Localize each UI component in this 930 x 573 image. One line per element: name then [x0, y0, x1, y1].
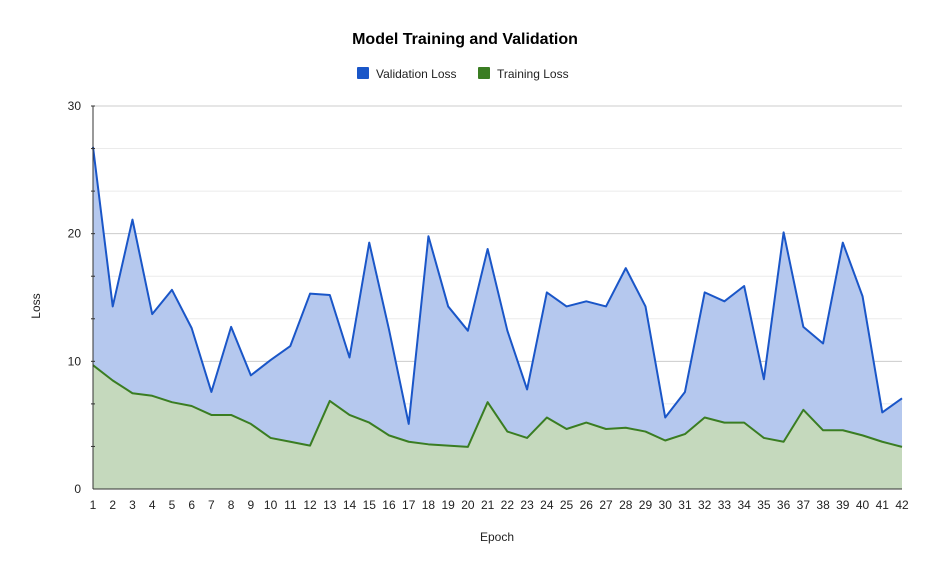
series-areas	[93, 146, 902, 489]
legend-label-training: Training Loss	[497, 67, 569, 81]
legend-label-validation: Validation Loss	[376, 67, 457, 81]
x-tick-label: 31	[678, 498, 692, 512]
x-tick-label: 9	[248, 498, 255, 512]
y-tick-labels: 0 10 20 30	[68, 99, 82, 496]
x-tick-label: 21	[481, 498, 495, 512]
x-tick-label: 20	[461, 498, 475, 512]
y-tick-label: 20	[68, 227, 82, 241]
x-tick-label: 27	[599, 498, 613, 512]
x-tick-label: 26	[580, 498, 594, 512]
x-axis-label: Epoch	[480, 530, 514, 544]
x-tick-label: 28	[619, 498, 633, 512]
x-tick-label: 32	[698, 498, 712, 512]
x-tick-label: 35	[757, 498, 771, 512]
x-tick-label: 19	[441, 498, 455, 512]
x-tick-label: 4	[149, 498, 156, 512]
axes	[91, 105, 902, 490]
x-tick-label: 10	[264, 498, 278, 512]
chart-title: Model Training and Validation	[352, 31, 578, 48]
x-tick-label: 42	[895, 498, 909, 512]
x-tick-label: 2	[109, 498, 116, 512]
x-tick-label: 37	[797, 498, 811, 512]
x-tick-label: 33	[718, 498, 732, 512]
x-tick-label: 11	[284, 498, 297, 512]
legend: Validation Loss Training Loss	[357, 67, 569, 81]
x-tick-label: 7	[208, 498, 215, 512]
x-tick-label: 12	[303, 498, 317, 512]
x-tick-label: 40	[856, 498, 870, 512]
x-tick-labels: 1 2 3 4 5 6 7 8 9 10 11 12 13 14 15 16 17 18 19 20 21 22 23 24 2…	[90, 498, 909, 512]
x-tick-label: 34	[737, 498, 751, 512]
x-tick-label: 3	[129, 498, 136, 512]
x-tick-label: 24	[540, 498, 554, 512]
x-tick-label: 25	[560, 498, 574, 512]
x-tick-label: 16	[382, 498, 396, 512]
x-tick-label: 14	[343, 498, 357, 512]
x-tick-label: 5	[169, 498, 176, 512]
x-tick-label: 41	[876, 498, 890, 512]
x-tick-label: 23	[520, 498, 534, 512]
y-axis-label: Loss	[29, 293, 43, 318]
y-tick-label: 10	[68, 354, 82, 368]
x-tick-label: 15	[363, 498, 377, 512]
legend-swatch-training	[478, 67, 490, 79]
x-tick-label: 36	[777, 498, 791, 512]
series-line-training	[92, 364, 903, 448]
legend-swatch-validation	[357, 67, 369, 79]
x-tick-label: 6	[188, 498, 195, 512]
x-tick-label: 8	[228, 498, 235, 512]
series-lines	[92, 146, 903, 448]
series-area-training	[93, 365, 902, 489]
x-tick-label: 22	[501, 498, 515, 512]
y-tick-label: 0	[74, 482, 81, 496]
x-tick-label: 29	[639, 498, 653, 512]
x-tick-label: 38	[816, 498, 830, 512]
series-area-validation	[93, 146, 902, 489]
x-tick-label: 18	[422, 498, 436, 512]
y-tick-label: 30	[68, 99, 82, 113]
series-line-validation	[92, 146, 903, 425]
x-tick-label: 17	[402, 498, 416, 512]
x-tick-label: 13	[323, 498, 337, 512]
x-tick-label: 39	[836, 498, 850, 512]
x-tick-label: 1	[90, 498, 97, 512]
x-tick-label: 30	[659, 498, 673, 512]
